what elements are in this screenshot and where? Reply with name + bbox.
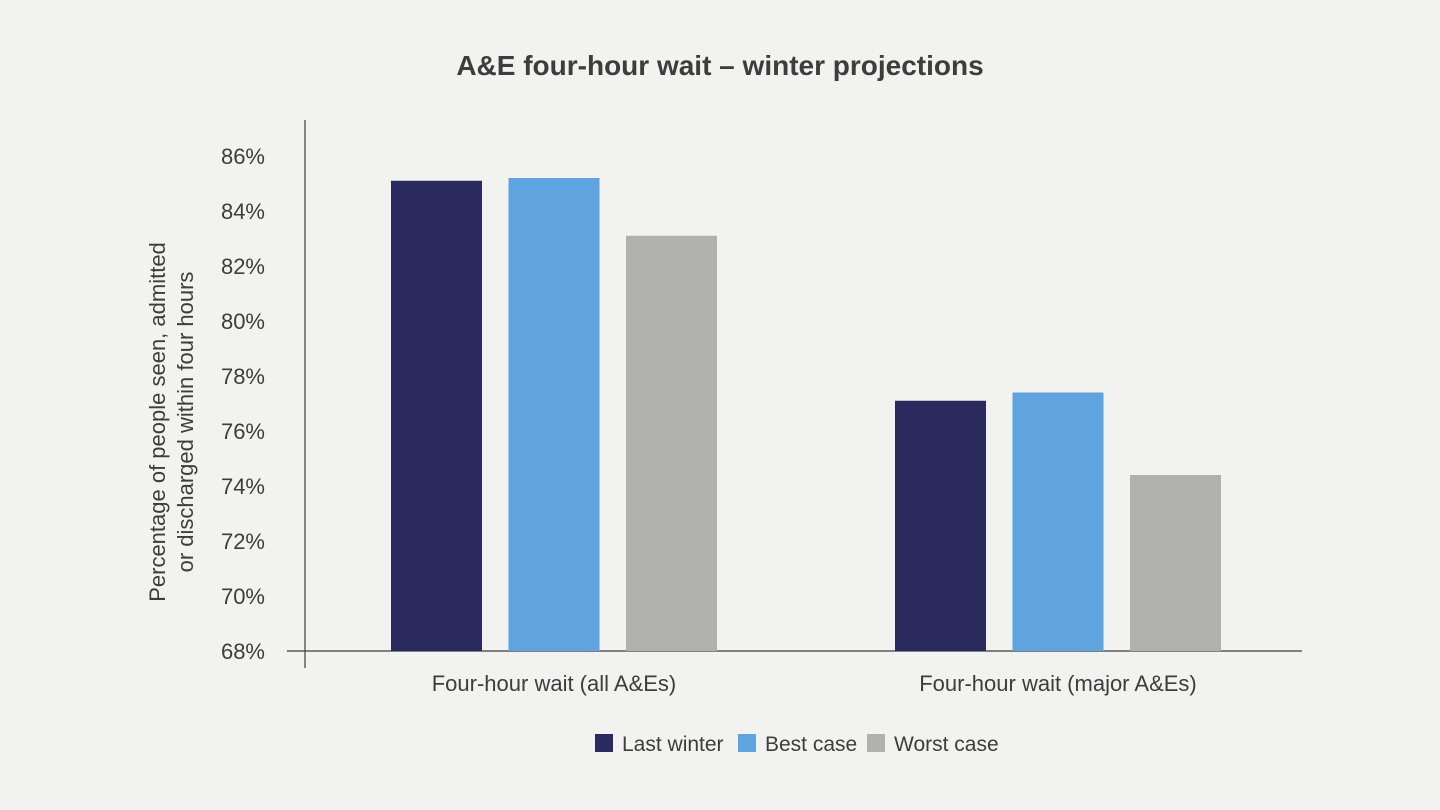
bar-last-winter-1 — [391, 180, 482, 651]
y-tick-label: 74% — [221, 474, 265, 499]
legend-swatch-worst-case — [867, 734, 885, 752]
y-tick-label: 86% — [221, 144, 265, 169]
x-category-label: Four-hour wait (major A&Es) — [919, 671, 1197, 696]
y-axis-label-line-2: or discharged within four hours — [173, 272, 198, 573]
y-tick-label: 82% — [221, 254, 265, 279]
y-tick-label: 84% — [221, 199, 265, 224]
chart-title: A&E four-hour wait – winter projections — [456, 50, 983, 81]
bar-last-winter-2 — [895, 400, 986, 651]
x-category-label: Four-hour wait (all A&Es) — [432, 671, 677, 696]
bar-worst-case-2 — [1130, 475, 1221, 651]
legend: Last winter Best case Worst case — [595, 733, 999, 756]
bars — [391, 178, 1221, 651]
y-tick-label: 72% — [221, 529, 265, 554]
bar-worst-case-1 — [626, 235, 717, 651]
y-tick-label: 70% — [221, 584, 265, 609]
y-tick-label: 76% — [221, 419, 265, 444]
bar-best-case-1 — [508, 178, 600, 651]
x-categories: Four-hour wait (all A&Es) Four-hour wait … — [432, 671, 1197, 696]
legend-label: Worst case — [894, 733, 999, 756]
y-tick-label: 68% — [221, 639, 265, 664]
legend-swatch-last-winter — [595, 734, 613, 752]
bar-best-case-2 — [1012, 392, 1104, 651]
y-tick-label: 80% — [221, 309, 265, 334]
legend-label: Last winter — [622, 733, 724, 756]
y-axis-label: Percentage of people seen, admitted or d… — [145, 242, 198, 602]
y-axis-label-line-1: Percentage of people seen, admitted — [145, 242, 170, 602]
legend-label: Best case — [765, 733, 857, 756]
y-ticks: 68% 70% 72% 74% 76% 78% 80% 82% 84% 86% — [221, 144, 265, 664]
legend-swatch-best-case — [738, 734, 756, 752]
y-tick-label: 78% — [221, 364, 265, 389]
